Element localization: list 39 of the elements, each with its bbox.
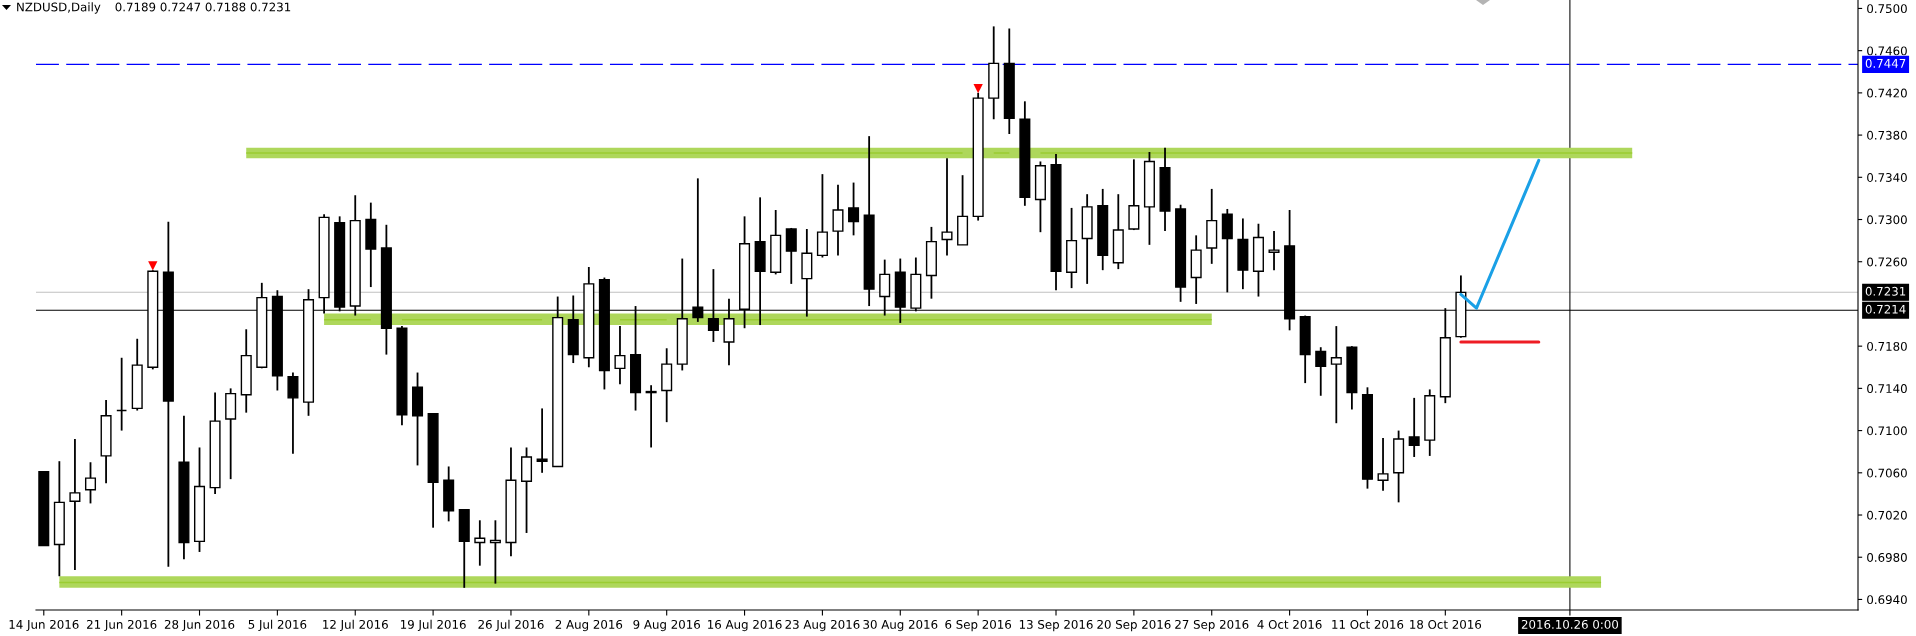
y-tick-label: 0.7100	[1867, 426, 1907, 436]
y-tick-label: 0.7340	[1867, 173, 1907, 182]
x-tick-label: 30 Aug 2016	[863, 619, 938, 632]
x-tick-label: 21 Jun 2016	[87, 619, 157, 632]
x-tick-label: 26 Jul 2016	[478, 619, 544, 632]
ref-line-label: 0.7447	[1865, 58, 1906, 68]
y-tick-label: 0.7180	[1867, 341, 1907, 351]
x-tick-label: 23 Aug 2016	[785, 619, 860, 632]
x-tick-label: 12 Jul 2016	[323, 619, 388, 632]
y-tick-label: 0.7020	[1867, 510, 1907, 520]
x-tick-label: 4 Oct 2016	[1257, 619, 1322, 629]
x-tick-label: 18 Oct 2016	[1410, 619, 1482, 629]
x-tick-label: 20 Sep 2016	[1097, 619, 1171, 632]
y-tick-label: 0.7500	[1867, 4, 1907, 14]
y-tick-label: 0.7060	[1867, 468, 1907, 478]
x-tick-label: 6 Sep 2016	[945, 619, 1012, 632]
x-tick-label: 27 Sep 2016	[1175, 619, 1249, 632]
y-tick-label: 0.7300	[1867, 215, 1907, 225]
x-tick-label: 14 Jun 2016	[9, 619, 79, 632]
x-tick-label: 16 Aug 2016	[708, 619, 782, 632]
y-tick-label: 0.7260	[1867, 257, 1907, 267]
x-tick-label: 11 Oct 2016	[1332, 619, 1404, 629]
x-tick-label: 19 Jul 2016	[400, 619, 466, 632]
y-tick-label: 0.6940	[1867, 595, 1907, 605]
x-tick-label: 9 Aug 2016	[633, 619, 701, 632]
ref-line-label: 0.7231	[1865, 286, 1906, 296]
y-tick-label: 0.7140	[1867, 384, 1907, 394]
y-tick-label: 0.7380	[1867, 130, 1907, 140]
x-tick-label: 5 Jul 2016	[248, 619, 307, 632]
x-tick-label: 28 Jun 2016	[164, 619, 235, 632]
y-tick-label: 0.6980	[1867, 552, 1907, 562]
x-tick-label: 2016.10.26 0:00	[1521, 619, 1619, 629]
ref-line-label: 0.7214	[1865, 304, 1906, 314]
x-tick-label: 2 Aug 2016	[555, 619, 623, 632]
y-tick-label: 0.7460	[1867, 46, 1907, 56]
x-tick-label: 13 Sep 2016	[1019, 619, 1093, 632]
chart-subtitle: 0.7189 0.7247 0.7188 0.7231	[115, 2, 291, 12]
chart-title: NZDUSD,Daily	[17, 2, 101, 14]
y-tick-label: 0.7420	[1867, 88, 1907, 98]
